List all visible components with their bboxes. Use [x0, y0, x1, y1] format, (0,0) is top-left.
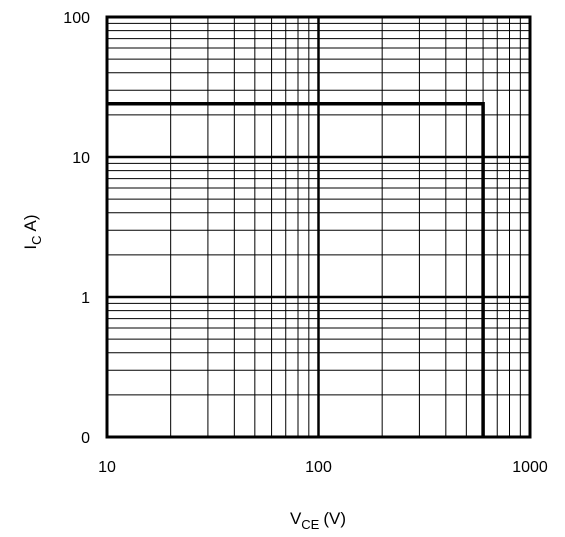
y-axis-label-sub: C [29, 235, 44, 244]
y-tick-label: 0 [81, 430, 90, 447]
major-grid [107, 17, 530, 437]
soa-boundary-line [107, 102, 485, 437]
x-axis-label-unit: (V) [323, 509, 346, 528]
x-axis-label: VCE (V) [290, 509, 346, 532]
x-tick-labels: 10 100 1000 [98, 459, 548, 476]
x-axis-label-main: V [290, 509, 302, 528]
y-axis-label-unit: A) [21, 214, 40, 231]
series-layer [107, 102, 485, 437]
y-axis-label: IC A) [21, 214, 44, 249]
y-tick-label: 10 [72, 150, 90, 167]
y-tick-labels: 0 1 10 100 [63, 10, 90, 447]
y-axis-label-main: I [21, 245, 40, 250]
x-axis-label-sub: CE [301, 517, 319, 532]
x-tick-label: 10 [98, 459, 116, 476]
x-tick-label: 1000 [512, 459, 548, 476]
x-tick-label: 100 [305, 459, 332, 476]
y-tick-label: 100 [63, 10, 90, 27]
y-tick-label: 1 [81, 290, 90, 307]
plot-frame [105, 15, 532, 439]
